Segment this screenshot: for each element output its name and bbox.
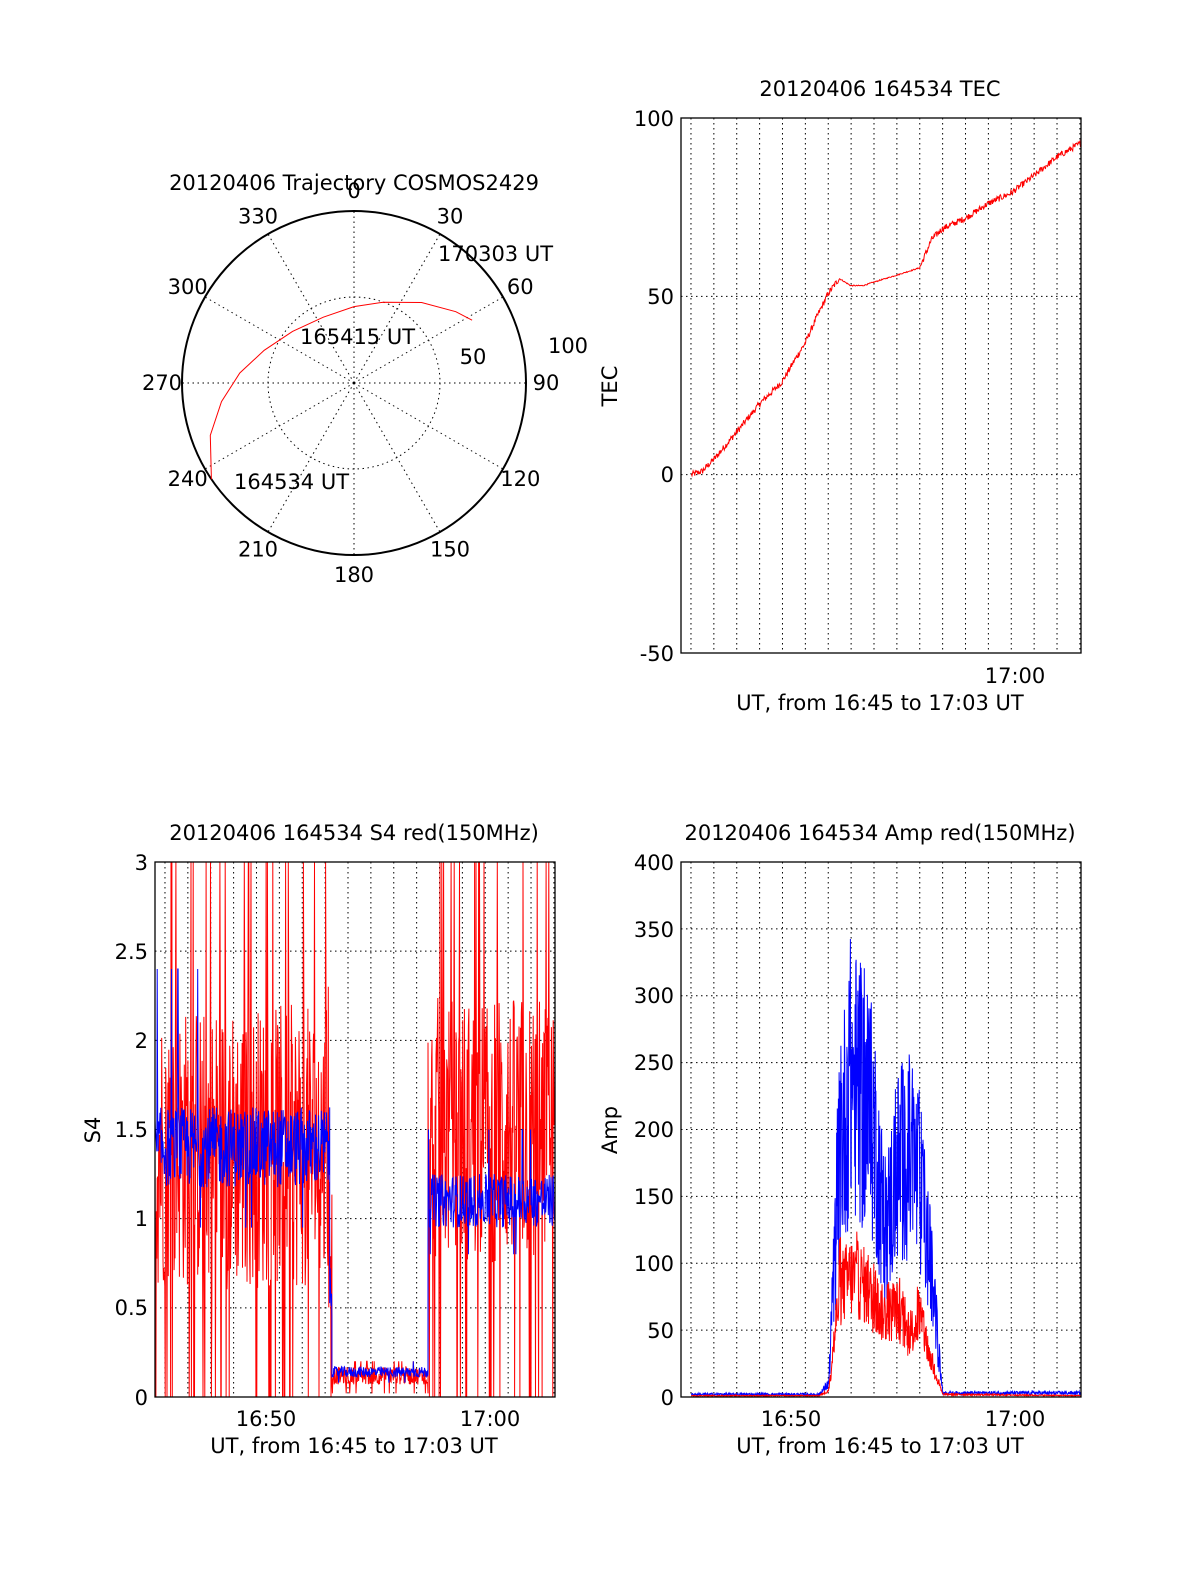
amp-plot-frame xyxy=(680,861,1082,1398)
tec-x-axis-label: UT, from 16:45 to 17:03 UT xyxy=(736,691,1024,715)
amp-y-tick: 400 xyxy=(634,851,674,875)
tec-y-tick: -50 xyxy=(640,642,674,666)
amp-x-tick: 17:00 xyxy=(985,1407,1046,1431)
trajectory-start-label: 164534 UT xyxy=(234,470,349,494)
trajectory-title: 20120406 Trajectory COSMOS2429 xyxy=(169,171,539,195)
polar-grid-spoke xyxy=(204,382,355,470)
azimuth-label: 150 xyxy=(430,537,470,561)
s4-plot-frame xyxy=(154,861,556,1398)
trajectory-polar-plot: 20120406 Trajectory COSMOS2429 0 30 60 9… xyxy=(142,171,588,587)
amp-y-tick: 250 xyxy=(634,1051,674,1075)
azimuth-label: 120 xyxy=(500,467,540,491)
azimuth-label: 180 xyxy=(334,563,374,587)
amp-y-tick: 0 xyxy=(661,1386,674,1410)
azimuth-label: 330 xyxy=(238,205,278,229)
azimuth-label: 90 xyxy=(533,371,560,395)
tec-plot-frame xyxy=(680,117,1082,654)
azimuth-label: 300 xyxy=(168,275,208,299)
s4-blue-series xyxy=(154,968,556,1383)
tec-series-line xyxy=(690,139,1082,478)
s4-x-tick: 16:50 xyxy=(236,1407,297,1431)
tec-x-tick: 17:00 xyxy=(985,664,1046,688)
amp-y-tick: 50 xyxy=(647,1319,674,1343)
s4-red-series xyxy=(154,861,556,1398)
s4-y-axis-label: S4 xyxy=(81,1117,105,1144)
radial-tick-label: 100 xyxy=(548,334,588,358)
tec-y-axis-label: TEC xyxy=(598,366,622,408)
s4-x-axis-label: UT, from 16:45 to 17:03 UT xyxy=(210,1434,498,1458)
azimuth-label: 60 xyxy=(507,275,534,299)
polar-grid-spoke xyxy=(267,233,355,384)
azimuth-label: 240 xyxy=(168,467,208,491)
s4-x-tick: 17:00 xyxy=(460,1407,521,1431)
tec-title: 20120406 164534 TEC xyxy=(759,77,1000,101)
s4-y-tick: 0 xyxy=(135,1386,148,1410)
s4-y-tick: 0.5 xyxy=(115,1296,148,1320)
amp-y-tick: 200 xyxy=(634,1118,674,1142)
s4-plot: 20120406 164534 S4 red(150MHz) 3 2.5 2 1… xyxy=(81,821,556,1458)
amp-y-tick: 300 xyxy=(634,984,674,1008)
tec-y-tick: 0 xyxy=(661,463,674,487)
trajectory-track xyxy=(209,301,473,480)
amp-x-tick: 16:50 xyxy=(761,1407,822,1431)
radial-tick-label: 50 xyxy=(460,345,487,369)
s4-y-tick: 1.5 xyxy=(115,1118,148,1142)
s4-y-tick: 3 xyxy=(135,851,148,875)
amp-red-series xyxy=(690,1231,1082,1398)
azimuth-label: 30 xyxy=(437,205,464,229)
tec-y-tick: 100 xyxy=(634,107,674,131)
polar-grid-spoke xyxy=(353,382,504,470)
s4-y-tick: 2 xyxy=(135,1029,148,1053)
polar-grid-spoke xyxy=(267,382,355,533)
amp-y-tick: 350 xyxy=(634,918,674,942)
s4-y-tick: 2.5 xyxy=(115,940,148,964)
s4-y-tick: 1 xyxy=(135,1207,148,1231)
amp-y-tick: 100 xyxy=(634,1252,674,1276)
tec-grid xyxy=(681,117,1081,654)
amp-y-tick: 150 xyxy=(634,1185,674,1209)
azimuth-label: 0 xyxy=(347,179,360,203)
azimuth-label: 270 xyxy=(142,371,182,395)
amp-x-axis-label: UT, from 16:45 to 17:03 UT xyxy=(736,1434,1024,1458)
polar-grid-spoke xyxy=(353,296,504,384)
polar-outer-ring xyxy=(181,210,527,556)
tec-y-tick: 50 xyxy=(647,285,674,309)
polar-grid xyxy=(182,211,526,555)
polar-grid-spoke xyxy=(353,382,441,533)
polar-grid-spoke xyxy=(353,233,441,384)
amp-y-axis-label: Amp xyxy=(598,1106,622,1154)
tec-plot: 20120406 164534 TEC 100 50 0 -50 17:00 U… xyxy=(598,77,1082,715)
s4-title: 20120406 164534 S4 red(150MHz) xyxy=(169,821,539,845)
amp-plot: 20120406 164534 Amp red(150MHz) 400 350 … xyxy=(598,821,1082,1458)
azimuth-labels: 0 30 60 90 120 150 180 210 240 270 300 3… xyxy=(142,179,559,587)
azimuth-label: 210 xyxy=(238,537,278,561)
amp-title: 20120406 164534 Amp red(150MHz) xyxy=(684,821,1075,845)
trajectory-end-label: 170303 UT xyxy=(438,242,553,266)
trajectory-mid-label: 165415 UT xyxy=(300,325,415,349)
